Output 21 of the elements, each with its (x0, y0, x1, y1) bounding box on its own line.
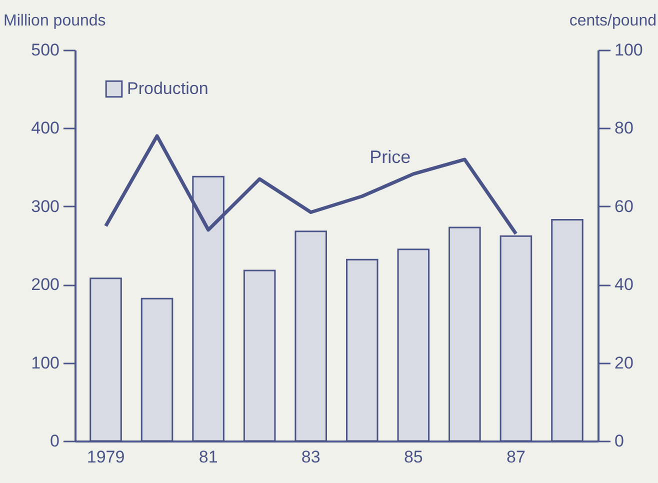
series-label: Price (370, 147, 411, 168)
x-tick-label: 85 (404, 448, 423, 466)
y2-tick-label: 80 (614, 118, 634, 138)
y-tick-label: 200 (31, 275, 60, 294)
x-tick-label: 1979 (86, 448, 125, 466)
y2-tick-label: 20 (614, 353, 634, 372)
x-tick-label: 83 (301, 448, 320, 466)
y-tick-label: 500 (31, 40, 60, 60)
y-axis-title: Million pounds (4, 12, 106, 30)
y2-axis-title: cents/pound (569, 12, 656, 30)
x-tick-label: 87 (506, 448, 526, 466)
y-tick-label: 0 (50, 432, 60, 450)
y2-tick-label: 100 (614, 40, 643, 60)
y2-tick-label: 40 (614, 275, 634, 294)
y2-tick-label: 0 (614, 432, 624, 450)
y-tick-label: 400 (31, 118, 60, 138)
y2-tick-label: 60 (614, 196, 634, 216)
y-tick-label: 300 (31, 196, 60, 216)
x-tick-label: 81 (198, 448, 218, 466)
y-tick-label: 100 (31, 353, 60, 372)
legend-label: Production (127, 79, 208, 98)
